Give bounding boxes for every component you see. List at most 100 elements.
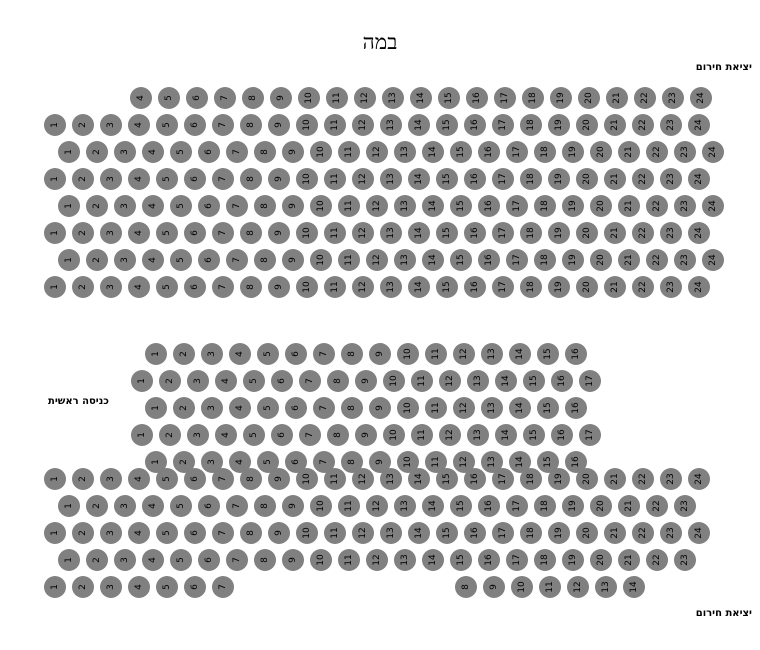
seat[interactable]: 18: [520, 276, 542, 298]
seat[interactable]: 17: [492, 468, 514, 490]
seat[interactable]: 3: [100, 522, 122, 544]
seat[interactable]: 8: [240, 522, 262, 544]
seat[interactable]: 3: [114, 495, 136, 517]
seat[interactable]: 5: [156, 576, 178, 598]
seat[interactable]: 11: [338, 141, 360, 163]
seat[interactable]: 16: [464, 468, 486, 490]
seat[interactable]: 11: [425, 451, 447, 473]
seat[interactable]: 10: [296, 522, 318, 544]
seat[interactable]: 17: [506, 495, 528, 517]
seat[interactable]: 24: [702, 249, 724, 271]
seat[interactable]: 4: [128, 222, 150, 244]
seat[interactable]: 9: [355, 424, 377, 446]
seat[interactable]: 4: [142, 141, 164, 163]
seat[interactable]: 17: [506, 195, 528, 217]
seat[interactable]: 7: [313, 397, 335, 419]
seat[interactable]: 19: [548, 222, 570, 244]
seat[interactable]: 5: [170, 195, 192, 217]
seat[interactable]: 4: [142, 495, 164, 517]
seat[interactable]: 12: [352, 114, 374, 136]
seat[interactable]: 9: [369, 397, 391, 419]
seat[interactable]: 9: [270, 87, 292, 109]
seat[interactable]: 1: [145, 397, 167, 419]
seat[interactable]: 22: [632, 222, 654, 244]
seat[interactable]: 18: [520, 522, 542, 544]
seat[interactable]: 16: [478, 495, 500, 517]
seat[interactable]: 6: [184, 468, 206, 490]
seat[interactable]: 4: [229, 397, 251, 419]
seat[interactable]: 16: [565, 397, 587, 419]
seat[interactable]: 18: [520, 222, 542, 244]
seat[interactable]: 18: [522, 87, 544, 109]
seat[interactable]: 12: [453, 451, 475, 473]
seat[interactable]: 7: [226, 495, 248, 517]
seat[interactable]: 11: [539, 576, 561, 598]
seat[interactable]: 14: [422, 195, 444, 217]
seat[interactable]: 17: [506, 549, 528, 571]
seat[interactable]: 13: [394, 549, 416, 571]
seat[interactable]: 7: [313, 451, 335, 473]
seat[interactable]: 16: [478, 549, 500, 571]
seat[interactable]: 15: [450, 549, 472, 571]
seat[interactable]: 3: [100, 576, 122, 598]
seat[interactable]: 2: [72, 168, 94, 190]
seat[interactable]: 12: [352, 468, 374, 490]
seat[interactable]: 22: [646, 495, 668, 517]
seat[interactable]: 24: [702, 195, 724, 217]
seat[interactable]: 8: [341, 397, 363, 419]
seat[interactable]: 8: [341, 343, 363, 365]
seat[interactable]: 8: [327, 370, 349, 392]
seat[interactable]: 21: [604, 114, 626, 136]
seat[interactable]: 2: [173, 451, 195, 473]
seat[interactable]: 20: [590, 195, 612, 217]
seat[interactable]: 8: [327, 424, 349, 446]
seat[interactable]: 14: [509, 397, 531, 419]
seat[interactable]: 5: [170, 495, 192, 517]
seat[interactable]: 20: [590, 141, 612, 163]
seat[interactable]: 12: [352, 276, 374, 298]
seat[interactable]: 11: [425, 397, 447, 419]
seat[interactable]: 19: [562, 195, 584, 217]
seat[interactable]: 15: [436, 522, 458, 544]
seat[interactable]: 7: [212, 222, 234, 244]
seat[interactable]: 1: [58, 549, 80, 571]
seat[interactable]: 20: [578, 87, 600, 109]
seat[interactable]: 17: [579, 424, 601, 446]
seat[interactable]: 20: [576, 468, 598, 490]
seat[interactable]: 19: [550, 87, 572, 109]
seat[interactable]: 7: [299, 370, 321, 392]
seat[interactable]: 2: [159, 370, 181, 392]
seat[interactable]: 7: [212, 276, 234, 298]
seat[interactable]: 23: [674, 549, 696, 571]
seat[interactable]: 20: [576, 276, 598, 298]
seat[interactable]: 18: [520, 168, 542, 190]
seat[interactable]: 11: [324, 522, 346, 544]
seat[interactable]: 12: [366, 249, 388, 271]
seat[interactable]: 6: [198, 195, 220, 217]
seat[interactable]: 11: [324, 168, 346, 190]
seat[interactable]: 9: [282, 549, 304, 571]
seat[interactable]: 2: [86, 141, 108, 163]
seat[interactable]: 20: [590, 249, 612, 271]
seat[interactable]: 5: [257, 343, 279, 365]
seat[interactable]: 12: [352, 222, 374, 244]
seat[interactable]: 13: [380, 168, 402, 190]
seat[interactable]: 24: [688, 468, 710, 490]
seat[interactable]: 8: [240, 468, 262, 490]
seat[interactable]: 3: [100, 222, 122, 244]
seat[interactable]: 6: [198, 249, 220, 271]
seat[interactable]: 4: [128, 168, 150, 190]
seat[interactable]: 9: [483, 576, 505, 598]
seat[interactable]: 22: [632, 468, 654, 490]
seat[interactable]: 13: [380, 522, 402, 544]
seat[interactable]: 1: [44, 276, 66, 298]
seat[interactable]: 22: [632, 168, 654, 190]
seat[interactable]: 1: [131, 370, 153, 392]
seat[interactable]: 23: [674, 495, 696, 517]
seat[interactable]: 15: [436, 114, 458, 136]
seat[interactable]: 19: [548, 168, 570, 190]
seat[interactable]: 19: [562, 495, 584, 517]
seat[interactable]: 7: [212, 522, 234, 544]
seat[interactable]: 12: [453, 343, 475, 365]
seat[interactable]: 14: [422, 249, 444, 271]
